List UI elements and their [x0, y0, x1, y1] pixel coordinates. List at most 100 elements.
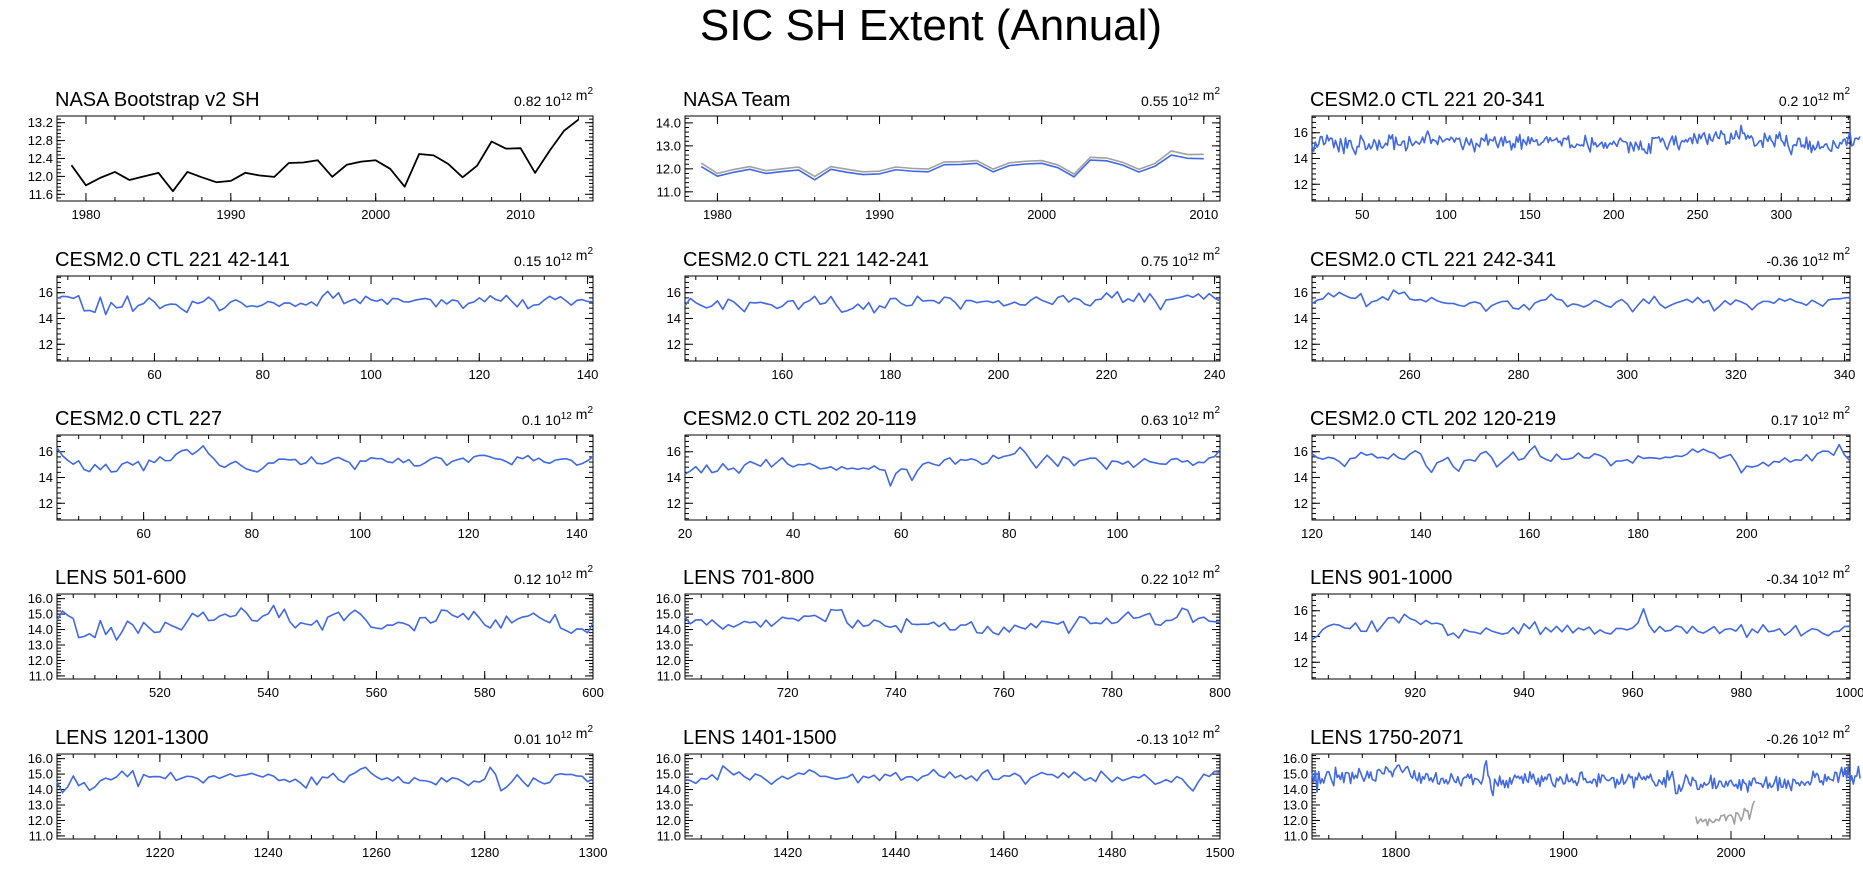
panel-title: NASA Bootstrap v2 SH — [55, 89, 260, 111]
series-line-1 — [684, 290, 1221, 314]
x-tick-label: 280 — [1508, 367, 1530, 382]
x-tick-label: 120 — [458, 526, 480, 541]
y-tick-label: 16 — [667, 444, 681, 459]
panel-title: LENS 1401-1500 — [683, 727, 836, 749]
trend-unit-pow: 2 — [1844, 405, 1850, 416]
y-tick-label: 12 — [667, 496, 681, 511]
y-tick-label: 13.0 — [656, 798, 681, 813]
trend-unit: m — [1203, 406, 1215, 422]
trend-trend: 0.01 — [514, 731, 541, 747]
trend-label: 0.12 1012 m2 — [514, 564, 593, 587]
trend-unit-base: 10 — [545, 571, 561, 587]
y-tick-label: 12.0 — [656, 813, 681, 828]
trend-unit-base: 10 — [1172, 253, 1188, 269]
y-tick-label: 12.0 — [28, 653, 53, 668]
panel-title: LENS 501-600 — [55, 567, 186, 589]
panel-10: LENS 501-600 0.12 1012 m2 520 540 560 580 600 1… — [28, 564, 604, 700]
plot-frame — [684, 115, 1221, 202]
x-tick-label: 2000 — [1717, 845, 1746, 860]
trend-label: 0.17 1012 m2 — [1771, 405, 1850, 428]
trend-unit-base: 10 — [1802, 731, 1818, 747]
y-tick-label: 13.2 — [28, 115, 53, 130]
x-tick-label: 80 — [1002, 526, 1016, 541]
plot-frame — [56, 275, 594, 362]
x-tick-label: 180 — [880, 367, 902, 382]
trend-unit-base: 10 — [1802, 253, 1818, 269]
x-tick-label: 2010 — [506, 207, 535, 222]
trend-trend: 0.15 — [514, 253, 541, 269]
trend-unit-exp: 12 — [1188, 570, 1200, 581]
trend-unit-exp: 12 — [561, 730, 573, 741]
trend-label: 0.01 1012 m2 — [514, 724, 593, 747]
trend-unit: m — [1203, 565, 1215, 581]
x-tick-label: 20 — [678, 526, 692, 541]
x-tick-label: 2000 — [1027, 207, 1056, 222]
x-tick-label: 160 — [1519, 526, 1541, 541]
y-tick-label: 14 — [667, 470, 681, 485]
x-tick-label: 120 — [468, 367, 490, 382]
trend-unit-base: 10 — [1802, 412, 1818, 428]
y-tick-label: 12 — [1294, 337, 1308, 352]
plot-frame — [1311, 753, 1851, 840]
panel-11: LENS 701-800 0.22 1012 m2 720 740 760 780 800 1… — [656, 564, 1231, 700]
panel-title: CESM2.0 CTL 221 20-341 — [1310, 89, 1545, 111]
x-tick-label: 250 — [1687, 207, 1709, 222]
x-tick-label: 1420 — [773, 845, 802, 860]
x-tick-label: 100 — [360, 367, 382, 382]
y-tick-label: 16.0 — [28, 751, 53, 766]
panel-title: CESM2.0 CTL 202 120-219 — [1310, 408, 1556, 430]
x-tick-label: 600 — [582, 685, 604, 700]
y-tick-label: 14 — [1294, 311, 1308, 326]
panel-title: CESM2.0 CTL 221 242-341 — [1310, 249, 1556, 271]
trend-unit-exp: 12 — [1188, 92, 1200, 103]
trend-unit: m — [576, 247, 588, 263]
y-tick-label: 14 — [667, 311, 681, 326]
y-tick-label: 13.0 — [656, 638, 681, 653]
x-tick-label: 1980 — [703, 207, 732, 222]
trend-unit: m — [1833, 87, 1845, 103]
trend-trend: -0.26 — [1766, 731, 1798, 747]
trend-unit-exp: 12 — [1188, 411, 1200, 422]
y-tick-label: 16.0 — [656, 591, 681, 606]
x-tick-label: 100 — [1106, 526, 1128, 541]
trend-label: -0.26 1012 m2 — [1766, 724, 1850, 747]
x-tick-label: 140 — [577, 367, 599, 382]
y-tick-label: 16 — [1294, 444, 1308, 459]
panel-title: CESM2.0 CTL 221 42-141 — [55, 249, 290, 271]
y-tick-label: 12.4 — [28, 151, 53, 166]
x-tick-label: 80 — [245, 526, 259, 541]
trend-unit-pow: 2 — [587, 405, 593, 416]
plot-frame — [1311, 115, 1851, 202]
trend-unit-pow: 2 — [1214, 724, 1220, 735]
x-tick-label: 1990 — [865, 207, 894, 222]
trend-unit-pow: 2 — [1844, 246, 1850, 257]
plot-frame — [56, 593, 594, 680]
y-tick-label: 15.0 — [656, 607, 681, 622]
x-tick-label: 180 — [1627, 526, 1649, 541]
plot-frame — [684, 753, 1221, 840]
plot-frame — [1311, 275, 1851, 362]
trend-unit-pow: 2 — [1844, 564, 1850, 575]
trend-label: 0.15 1012 m2 — [514, 246, 593, 269]
x-tick-label: 540 — [257, 685, 279, 700]
trend-label: 0.75 1012 m2 — [1141, 246, 1220, 269]
trend-unit-pow: 2 — [1214, 405, 1220, 416]
trend-unit-base: 10 — [1172, 731, 1188, 747]
x-tick-label: 60 — [894, 526, 908, 541]
x-tick-label: 140 — [1410, 526, 1432, 541]
x-tick-label: 2000 — [361, 207, 390, 222]
x-tick-label: 1440 — [881, 845, 910, 860]
trend-unit: m — [1833, 247, 1845, 263]
trend-unit: m — [1203, 87, 1215, 103]
trend-unit: m — [1833, 565, 1845, 581]
x-tick-label: 200 — [1603, 207, 1625, 222]
panel-1: NASA Bootstrap v2 SH 0.82 1012 m2 1980 1990… — [28, 86, 594, 222]
panel-title: NASA Team — [683, 89, 790, 111]
trend-label: 0.82 1012 m2 — [514, 86, 593, 109]
series-line-1 — [1311, 759, 1861, 797]
